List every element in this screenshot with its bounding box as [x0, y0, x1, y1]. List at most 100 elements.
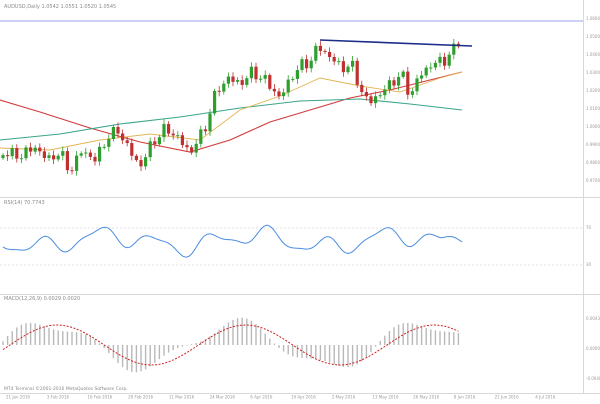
candle-body — [130, 143, 134, 156]
candle-body — [378, 95, 382, 97]
candle-body — [213, 90, 217, 114]
macd-bar — [167, 345, 170, 353]
macd-bar — [103, 345, 105, 349]
macd-bar — [6, 335, 9, 345]
candle-body — [277, 91, 281, 97]
candle-body — [61, 151, 65, 156]
candle-body — [374, 96, 378, 104]
macd-bar — [190, 344, 193, 345]
macd-bar — [430, 329, 432, 345]
candle-body — [263, 75, 267, 79]
candle-body — [84, 152, 88, 154]
date-axis-label: 24 Mar 2016 — [210, 395, 236, 400]
candle-body — [452, 43, 456, 55]
footer-copyright: MT4 Terminal ©2001-2016 MetaQuotes Softw… — [4, 385, 128, 392]
candle-body — [93, 156, 97, 162]
candle-body — [282, 92, 286, 97]
macd-bar — [333, 345, 335, 365]
macd-bar — [144, 345, 147, 370]
candle-body — [295, 69, 299, 79]
candle-body — [134, 155, 138, 161]
candle-body — [309, 60, 313, 69]
macd-bar — [315, 345, 317, 360]
candle-body — [38, 147, 42, 152]
macd-bar — [94, 339, 96, 345]
candle-body — [65, 151, 69, 171]
date-axis-label: 6 Apr 2016 — [250, 395, 273, 400]
candle-body — [420, 75, 424, 79]
candle-body — [107, 139, 111, 147]
macd-bar — [52, 329, 55, 345]
candle-body — [438, 56, 442, 63]
macd-bar — [397, 324, 400, 345]
macd-bar — [126, 345, 128, 371]
macd-bar — [25, 323, 27, 345]
macd-bar — [241, 317, 243, 345]
candle-body — [144, 157, 148, 167]
price-axis-label: 0.9900 — [586, 142, 600, 147]
date-axis-label: 21 Jun 2016 — [495, 395, 520, 400]
macd-bar — [108, 345, 110, 354]
price-axis: 1.0600 1.0500 1.0400 1.0300 1.0200 1.0100 1.00… — [586, 16, 600, 183]
candle-body — [447, 54, 451, 66]
macd-bar — [204, 339, 207, 345]
macd-bar — [218, 329, 220, 345]
price-axis-label: 1.0500 — [586, 34, 600, 39]
candle-body — [397, 76, 401, 86]
candle-body — [190, 147, 194, 153]
macd-bar — [2, 341, 4, 345]
candle-body — [424, 67, 428, 76]
candle-body — [167, 123, 171, 134]
candle-body — [259, 78, 263, 80]
candle-body — [300, 59, 304, 70]
macd-bar — [246, 318, 248, 345]
macd-bar — [98, 343, 101, 345]
candle-body — [305, 59, 309, 69]
candle-body — [111, 126, 115, 140]
macd-bar — [34, 323, 36, 345]
candle-body — [268, 75, 272, 89]
candle-body — [433, 62, 437, 68]
macd-bar — [310, 345, 312, 359]
candle-body — [6, 155, 10, 157]
macd-bar — [177, 345, 179, 349]
date-axis-label: 13 May 2016 — [372, 395, 399, 400]
macd-bar — [186, 345, 188, 346]
macd-bar — [439, 331, 441, 345]
macd-bar — [154, 345, 156, 363]
date-axis-label: 21 Jan 2016 — [6, 395, 30, 400]
macd-bar — [16, 327, 18, 345]
macd-bar — [200, 341, 202, 345]
macd-axis-label: -0.0040 — [586, 376, 600, 381]
macd-bar — [448, 331, 450, 345]
macd-bar — [328, 345, 331, 363]
candle-body — [194, 143, 198, 153]
macd-bar — [163, 345, 165, 356]
candle-body — [42, 151, 46, 158]
macd-bar — [20, 324, 23, 345]
macd-bar — [457, 332, 460, 345]
candle-body — [429, 67, 433, 69]
candle-body — [148, 141, 152, 158]
candle-body — [364, 92, 368, 97]
macd-bar — [388, 331, 391, 345]
date-axis-label: 3 Feb 2016 — [47, 395, 70, 400]
macd-bar — [71, 331, 73, 345]
macd-bar — [250, 320, 253, 345]
macd-histogram — [2, 317, 460, 373]
candle-body — [79, 153, 83, 156]
date-axis-label: 26 May 2016 — [413, 395, 440, 400]
macd-bar — [365, 345, 368, 358]
macd-bar — [347, 345, 349, 368]
candle-body — [10, 148, 14, 157]
macd-bar — [384, 335, 386, 345]
trendline[interactable] — [319, 39, 473, 47]
candle-body — [29, 147, 33, 152]
candle-body — [222, 83, 226, 92]
macd-bar — [393, 327, 395, 345]
candle-body — [139, 160, 143, 167]
macd-bar — [213, 333, 216, 345]
date-axis-label: 11 Mar 2016 — [169, 395, 195, 400]
